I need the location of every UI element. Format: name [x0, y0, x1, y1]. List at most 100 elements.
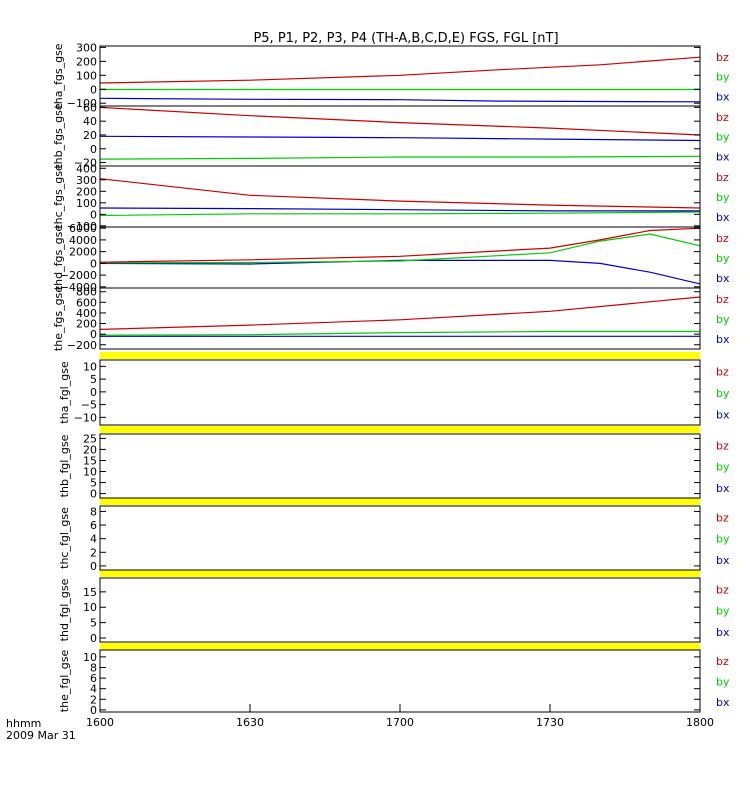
y-tick-label: 0	[90, 386, 97, 399]
y-axis-label: tha_fgl_gse	[58, 361, 71, 424]
legend-bx: bx	[716, 409, 730, 422]
chart-title: P5, P1, P2, P3, P4 (TH-A,B,C,D,E) FGS, F…	[253, 31, 558, 46]
series-line-bz	[99, 296, 701, 330]
y-tick-label: 0	[90, 704, 97, 717]
y-tick-label: 0	[90, 143, 97, 156]
y-tick-label: 0	[90, 208, 97, 221]
series-line-by	[99, 155, 701, 160]
series-line-bz	[99, 178, 701, 209]
series-line-bz	[99, 56, 701, 84]
y-tick-label: 8	[90, 505, 97, 518]
y-tick-label: 5	[90, 477, 97, 490]
x-tick-label: 1600	[86, 716, 114, 729]
y-axis-label: thb_fgs_gse	[52, 103, 65, 169]
legend-bx: bx	[716, 626, 730, 639]
legend-bz: bz	[716, 171, 729, 184]
series-line-bx	[99, 207, 700, 212]
y-tick-label: −5	[81, 399, 97, 412]
x-axis-label: hhmm	[6, 717, 41, 730]
legend-bz: bz	[716, 51, 729, 64]
y-tick-label: 300	[76, 174, 97, 187]
y-tick-label: 5	[90, 373, 97, 386]
y-axis-label: tha_fgs_gse	[52, 43, 65, 108]
panel-frame	[99, 45, 701, 107]
y-tick-label: 0	[90, 83, 97, 96]
y-axis-label: thc_fgl_gse	[58, 507, 71, 569]
legend-by: by	[716, 676, 730, 689]
series-line-bx	[99, 259, 701, 285]
y-tick-label: −10	[74, 411, 97, 424]
y-tick-label: 0	[90, 632, 97, 645]
panel-frame	[99, 433, 701, 499]
legend-bz: bz	[716, 366, 729, 379]
x-axis-date: 2009 Mar 31	[6, 729, 76, 742]
panel-frame	[99, 165, 701, 228]
y-tick-label: 20	[83, 129, 97, 142]
y-tick-label: −20	[74, 157, 97, 170]
y-tick-label: 400	[76, 162, 97, 175]
y-tick-label: 0	[90, 328, 97, 341]
y-tick-label: 8	[90, 661, 97, 674]
series-line-bx	[99, 135, 701, 142]
y-tick-label: 5	[90, 617, 97, 630]
y-tick-label: 10	[83, 651, 97, 664]
legend-by: by	[716, 533, 730, 546]
y-tick-label: 800	[76, 286, 97, 299]
y-tick-label: 100	[76, 69, 97, 82]
legend-by: by	[716, 605, 730, 618]
availability-bar	[100, 570, 700, 577]
y-tick-label: 200	[76, 318, 97, 331]
y-tick-label: 60	[83, 101, 97, 114]
legend-bz: bz	[716, 584, 729, 597]
availability-bar	[100, 426, 700, 433]
panel-thd_fgl_gse: 15 10 5 0 thd_fgl_gse bz by bx	[58, 577, 730, 645]
series-line-bx	[99, 97, 701, 103]
legend-by: by	[716, 313, 730, 326]
panel-frame	[99, 359, 701, 426]
y-tick-label: 6	[90, 672, 97, 685]
y-tick-label: 10	[83, 360, 97, 373]
legend-by: by	[716, 461, 730, 474]
y-tick-label: 4	[90, 683, 97, 696]
y-tick-label: 6	[90, 519, 97, 532]
y-tick-label: 4	[90, 533, 97, 546]
y-axis-label: thc_fgs_gse	[52, 164, 65, 229]
y-axis-label: the_fgl_gse	[58, 650, 71, 713]
x-tick-label: 1700	[386, 716, 414, 729]
legend-bz: bz	[716, 440, 729, 453]
series-line-bz	[99, 227, 701, 263]
legend-bz: bz	[716, 111, 729, 124]
legend-bz: bz	[716, 293, 729, 306]
x-axis: 1600 1630 1700 1730 1800	[86, 704, 714, 729]
y-tick-label: 40	[83, 115, 97, 128]
x-tick-label: 1630	[236, 716, 264, 729]
y-tick-label: 4000	[69, 234, 97, 247]
y-axis-label: thb_fgl_gse	[58, 434, 71, 497]
y-tick-label: 300	[76, 41, 97, 54]
panel-frame	[99, 226, 701, 289]
y-tick-label: 15	[83, 454, 97, 467]
y-tick-label: 0	[90, 560, 97, 573]
y-tick-label: 200	[76, 185, 97, 198]
legend-bx: bx	[716, 90, 730, 103]
y-tick-label: −100	[67, 220, 97, 233]
legend-bx: bx	[716, 150, 730, 163]
y-tick-label: 0	[90, 488, 97, 501]
y-tick-label: 600	[76, 296, 97, 309]
y-tick-label: 25	[83, 432, 97, 445]
legend-by: by	[716, 252, 730, 265]
availability-bar	[100, 352, 700, 359]
legend-by: by	[716, 71, 730, 84]
panel-frame	[99, 577, 701, 643]
panel-frame	[99, 649, 701, 713]
y-tick-label: −200	[67, 339, 97, 352]
